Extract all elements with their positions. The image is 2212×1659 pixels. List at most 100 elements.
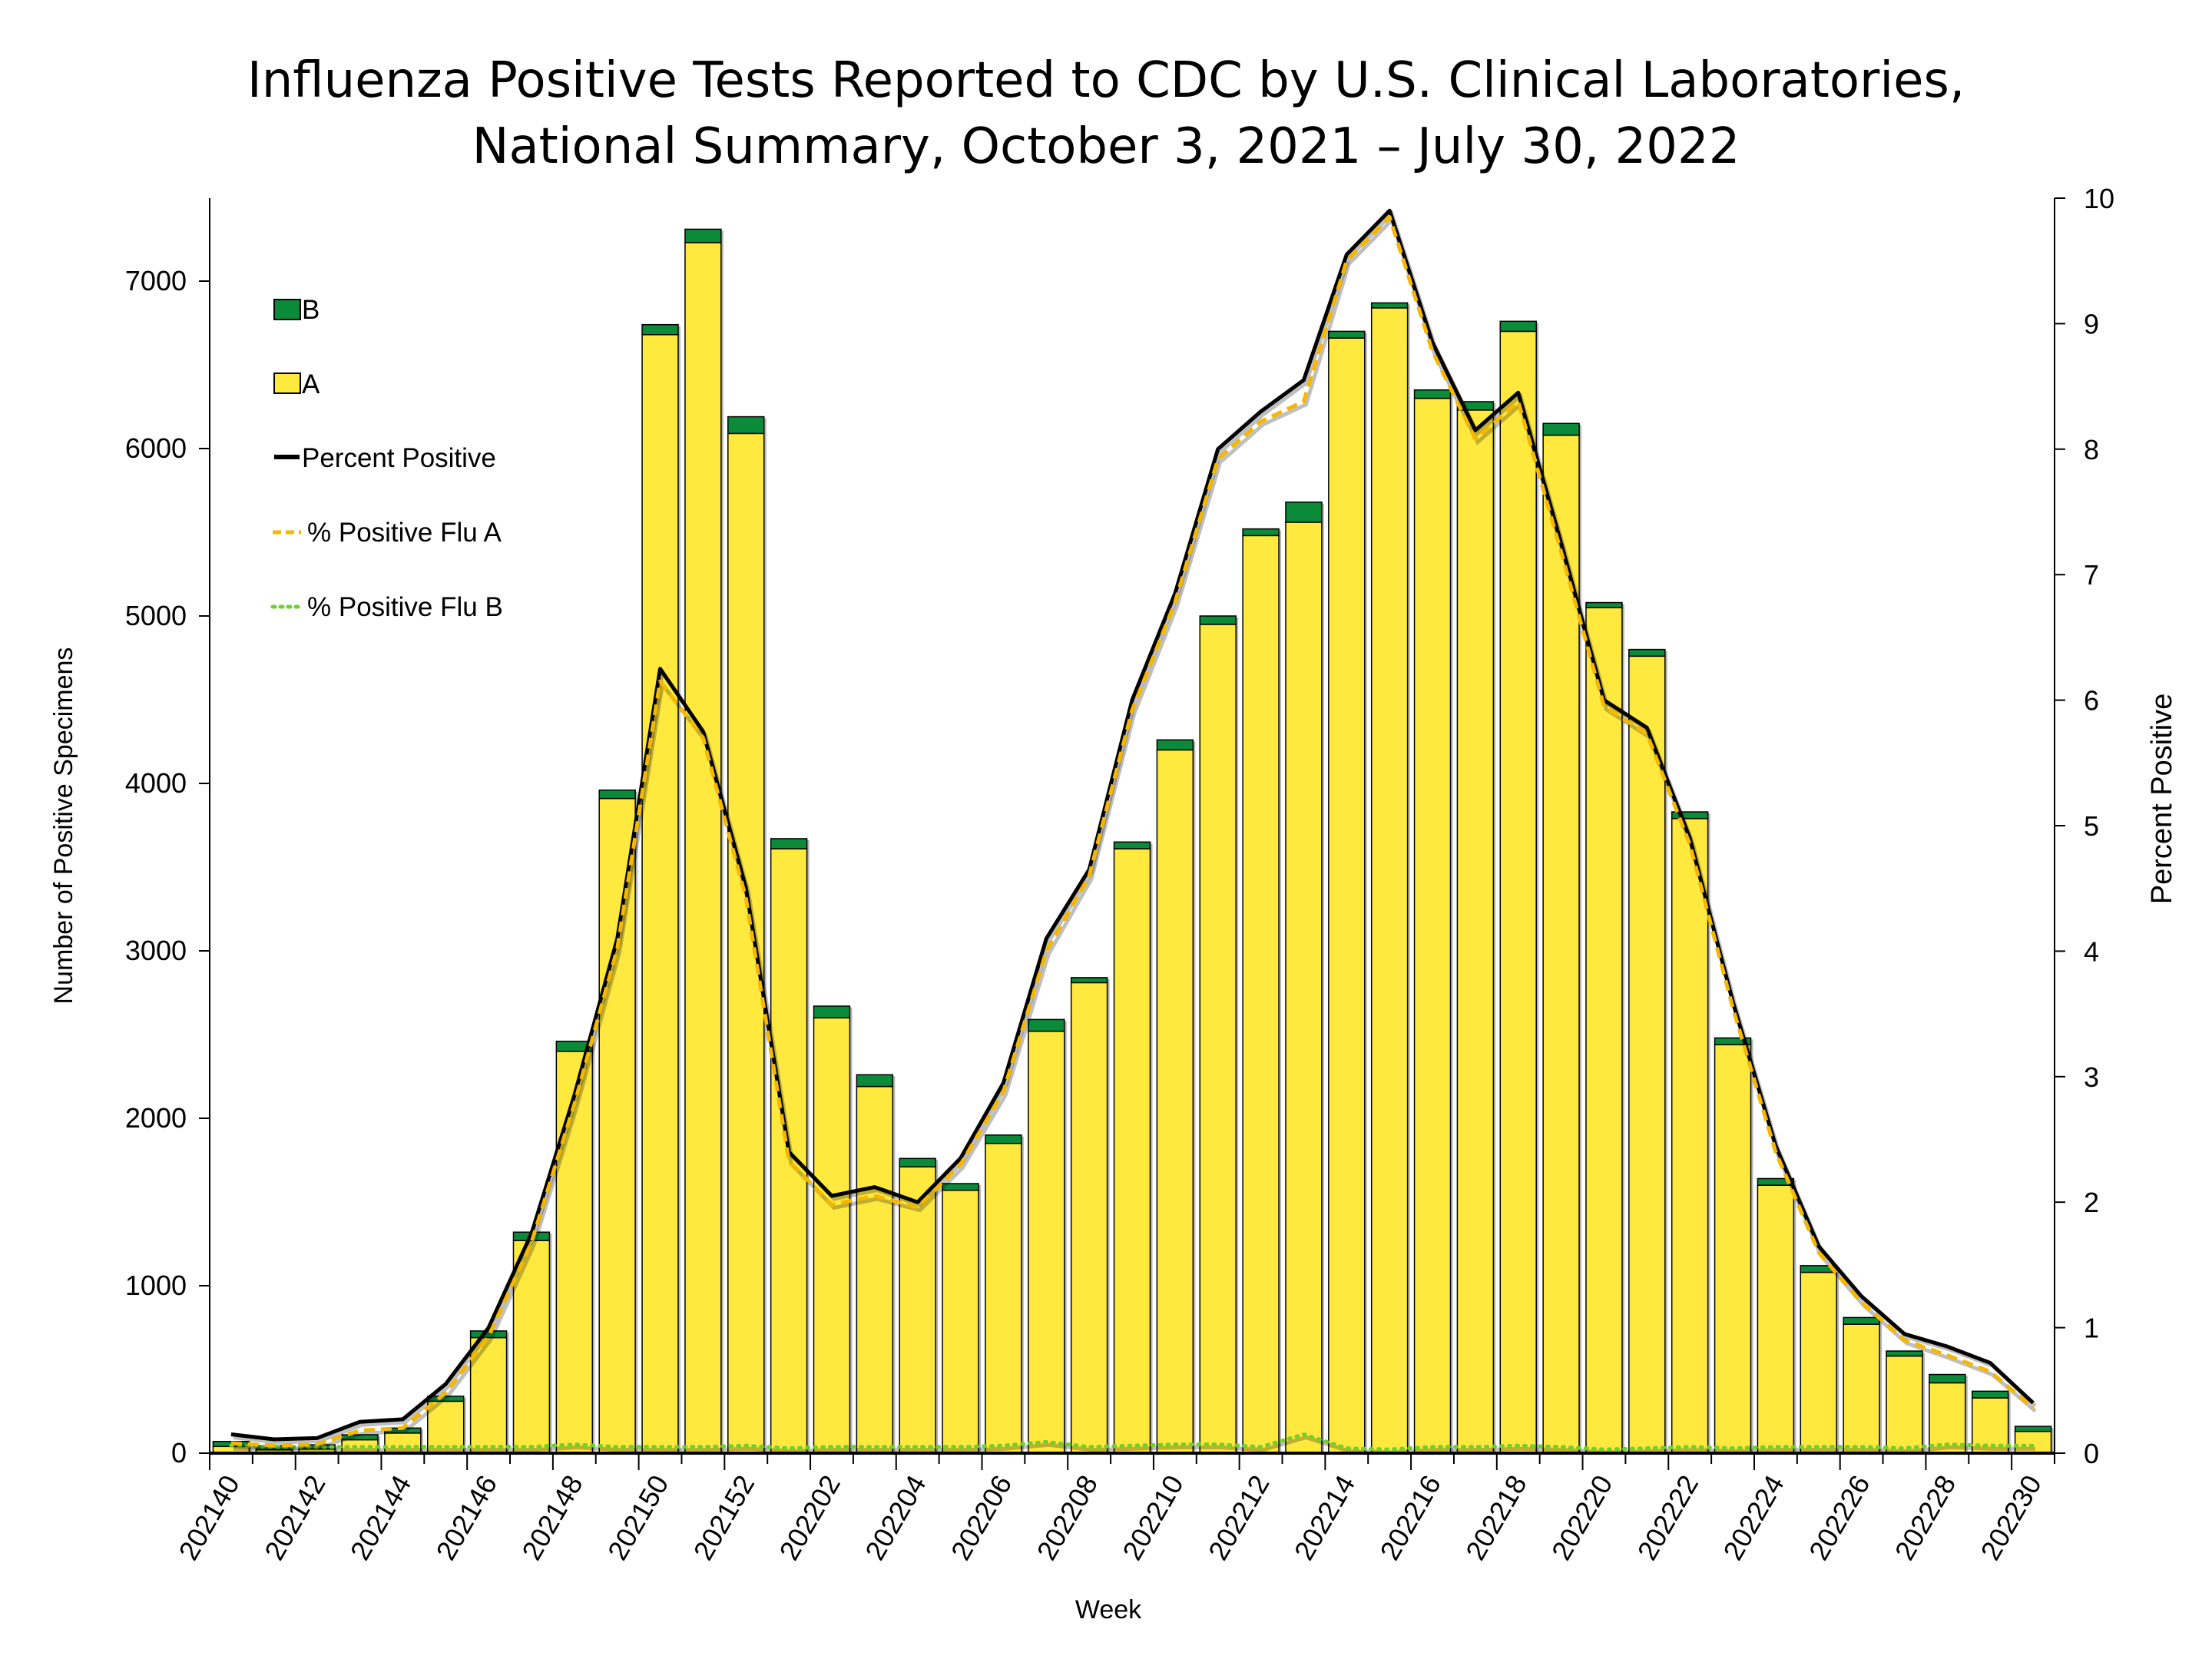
x-tick-label: 202150	[601, 1470, 675, 1566]
bar-a-202213	[1285, 522, 1323, 1454]
legend-label-a: A	[302, 369, 320, 399]
y2-tick-label: 9	[2084, 308, 2099, 339]
bar-b-202218	[1499, 320, 1537, 333]
y-axis-label: Number of Positive Specimens	[49, 647, 78, 1005]
bar-a-202216	[1413, 397, 1452, 1454]
x-tick-label: 202146	[429, 1470, 503, 1566]
bar-b-202229	[1971, 1390, 2009, 1399]
bar-a-202144	[384, 1432, 422, 1454]
y2-tick-label: 8	[2084, 434, 2099, 465]
left-ticks: 0 1000 2000 3000 4000 5000 6000 7000	[125, 265, 210, 1469]
y-tick-label: 7000	[125, 265, 187, 296]
bar-a-202150	[641, 334, 679, 1454]
bar-a-202226	[1843, 1323, 1880, 1454]
legend-label-flu-a: % Positive Flu A	[307, 518, 502, 548]
bar-b-202214	[1328, 330, 1366, 339]
bar-a-202149	[598, 797, 636, 1454]
bar-a-202223	[1714, 1044, 1752, 1454]
x-tick-label: 202212	[1202, 1470, 1276, 1566]
bar-a-202224	[1757, 1184, 1795, 1454]
bar-a-202208	[1070, 982, 1108, 1454]
legend: B A Percent Positive % Positive Flu A % …	[270, 295, 503, 622]
legend-swatch-a	[273, 373, 301, 394]
lines-layer	[229, 208, 2037, 1455]
x-tick-label: 202210	[1116, 1470, 1190, 1566]
bar-a-202209	[1113, 848, 1151, 1454]
bar-b-202227	[1886, 1350, 1923, 1357]
bar-b-202230	[2014, 1426, 2052, 1432]
bar-b-202222	[1671, 811, 1709, 820]
bar-a-202212	[1242, 535, 1280, 1454]
x-tick-label: 202218	[1459, 1470, 1533, 1566]
y2-tick-label: 7	[2084, 559, 2099, 591]
x-tick-label: 202144	[344, 1470, 418, 1566]
bar-a-202148	[555, 1051, 594, 1454]
line-shadow	[233, 216, 2037, 1451]
x-tick-label: 202222	[1631, 1470, 1705, 1566]
bar-b-202201	[770, 838, 808, 849]
title-line-2: National Summary, October 3, 2021 – July…	[472, 118, 1740, 175]
y-tick-label: 5000	[125, 600, 187, 631]
chart-title: Influenza Positive Tests Reported to CDC…	[0, 48, 2212, 180]
title-line-1: Influenza Positive Tests Reported to CDC…	[247, 52, 1965, 109]
bar-b-202202	[813, 1005, 851, 1018]
bar-a-202202	[813, 1017, 851, 1454]
bar-a-202207	[1028, 1030, 1065, 1454]
bar-b-202220	[1585, 601, 1623, 608]
bars-layer	[212, 228, 2054, 1455]
right-ticks: 0 1 2 3 4 5 6 7 8 9 10	[2055, 183, 2114, 1469]
legend-label-flu-b: % Positive Flu B	[307, 592, 503, 622]
bar-b-202203	[856, 1074, 894, 1088]
bar-a-202204	[899, 1166, 936, 1454]
x-tick-label: 202226	[1803, 1470, 1876, 1566]
y-tick-label: 0	[171, 1437, 187, 1469]
bar-a-202215	[1370, 307, 1409, 1454]
bar-b-202212	[1242, 528, 1280, 537]
x-tick-label: 202228	[1889, 1470, 1962, 1566]
bar-a-202211	[1199, 624, 1237, 1454]
bar-a-202147	[512, 1240, 551, 1454]
bar-a-202221	[1628, 655, 1666, 1454]
y-tick-label: 2000	[125, 1102, 187, 1134]
x-tick-label: 202230	[1974, 1470, 2048, 1566]
bar-b-202216	[1413, 389, 1452, 399]
bar-b-202151	[684, 228, 722, 243]
line-positive-flu-b	[229, 1432, 2035, 1452]
bar-a-202217	[1456, 409, 1495, 1454]
bar-a-202218	[1499, 330, 1537, 1454]
bar-b-202226	[1843, 1316, 1880, 1325]
x-tick-label: 202142	[258, 1470, 332, 1566]
y2-axis-label: Percent Positive	[2146, 694, 2178, 905]
legend-swatch-b	[273, 299, 301, 320]
bar-a-202203	[856, 1085, 894, 1454]
line-positive-flu-a	[230, 215, 2035, 1448]
bar-b-202207	[1028, 1018, 1065, 1032]
x-tick-label: 202140	[172, 1470, 246, 1566]
bar-b-202213	[1285, 502, 1323, 523]
legend-label-percent-positive: Percent Positive	[302, 443, 496, 473]
legend-label-b: B	[302, 295, 320, 325]
bar-b-202221	[1628, 648, 1666, 657]
y2-tick-label: 10	[2084, 183, 2114, 214]
bar-b-202208	[1070, 977, 1108, 984]
bar-b-202146	[469, 1330, 508, 1339]
y-tick-label: 1000	[125, 1270, 187, 1301]
bar-b-202224	[1757, 1177, 1795, 1186]
y2-tick-label: 1	[2084, 1313, 2099, 1344]
x-tick-label: 202224	[1717, 1470, 1790, 1566]
bar-b-202150	[641, 323, 679, 336]
bar-a-202222	[1671, 818, 1709, 1454]
y2-tick-label: 6	[2084, 685, 2099, 717]
bar-b-202148	[555, 1040, 594, 1052]
bar-b-202206	[985, 1134, 1022, 1144]
bar-a-202151	[684, 242, 722, 1454]
x-tick-label: 202204	[859, 1470, 932, 1566]
x-tick-label: 202220	[1545, 1470, 1619, 1566]
bar-a-202210	[1156, 749, 1194, 1454]
x-tick-label: 202214	[1288, 1470, 1362, 1566]
y2-tick-label: 4	[2084, 935, 2099, 967]
bar-a-202152	[727, 432, 765, 1454]
y-tick-label: 4000	[125, 767, 187, 799]
bar-b-202228	[1929, 1373, 1966, 1384]
bar-a-202230	[2014, 1430, 2052, 1454]
